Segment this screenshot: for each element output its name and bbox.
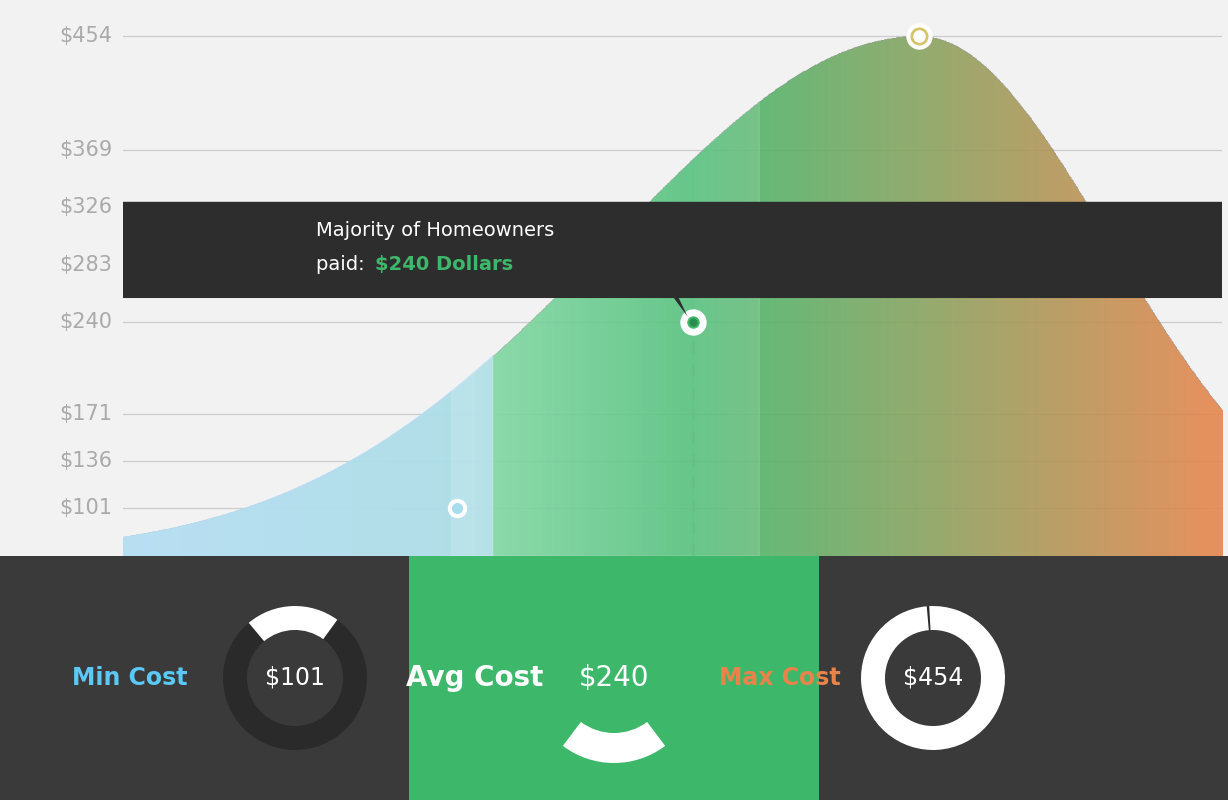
Text: $326: $326 [59,197,113,217]
Wedge shape [223,606,367,750]
Text: $454: $454 [903,666,963,690]
Text: $283: $283 [60,254,113,274]
Text: $171: $171 [59,404,113,424]
Text: Max Cost: Max Cost [720,666,841,690]
Text: $369: $369 [59,140,113,160]
Wedge shape [861,606,1005,750]
Wedge shape [249,606,338,642]
Text: $101: $101 [59,498,113,518]
Text: Avg Cost: Avg Cost [406,664,544,692]
Text: $240: $240 [59,312,113,332]
FancyBboxPatch shape [409,520,819,800]
Wedge shape [861,606,1005,750]
Text: $136: $136 [59,451,113,471]
Text: $454: $454 [59,26,113,46]
FancyBboxPatch shape [0,202,1228,298]
Polygon shape [662,263,688,317]
Text: $101: $101 [265,666,325,690]
Text: $240: $240 [578,664,650,692]
Wedge shape [529,593,699,763]
Polygon shape [123,356,492,556]
Polygon shape [452,102,759,556]
Text: paid:: paid: [316,255,371,274]
Wedge shape [562,722,666,763]
Text: $240 Dollars: $240 Dollars [376,255,513,274]
Text: Min Cost: Min Cost [72,666,188,690]
Text: Majority of Homeowners: Majority of Homeowners [316,221,554,239]
